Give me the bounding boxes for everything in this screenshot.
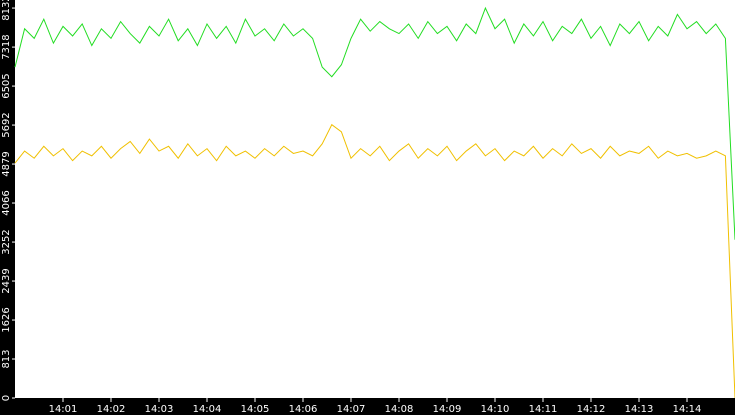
x-tick-label: 14:13: [625, 404, 654, 415]
x-tick-label: 14:12: [577, 404, 606, 415]
x-tick-label: 14:06: [289, 404, 318, 415]
y-tick-label: 6505: [1, 73, 12, 98]
x-tick-label: 14:04: [193, 404, 222, 415]
y-tick-label: 4066: [1, 190, 12, 215]
series-line: [14, 123, 735, 399]
x-tick-label: 14:10: [481, 404, 510, 415]
x-tick-label: 14:03: [145, 404, 174, 415]
x-tick-label: 14:08: [385, 404, 414, 415]
x-tick-label: 14:14: [673, 404, 702, 415]
x-tick-label: 14:02: [97, 404, 126, 415]
y-tick-label: 813: [1, 349, 12, 368]
x-tick-label: 14:11: [529, 404, 558, 415]
plot-area: [15, 0, 735, 398]
y-tick-label: 7318: [1, 34, 12, 59]
y-tick-label: 1626: [1, 307, 12, 332]
x-tick-label: 14:09: [433, 404, 462, 415]
y-tick-label: 4879: [1, 151, 12, 176]
y-tick-label: 5692: [1, 112, 12, 137]
y-tick-label: 8132: [1, 0, 12, 21]
y-tick-label: 2439: [1, 268, 12, 293]
x-tick-label: 14:07: [337, 404, 366, 415]
y-tick-label: 0: [1, 395, 12, 401]
series-line: [14, 6, 735, 240]
x-tick-label: 14:01: [49, 404, 78, 415]
y-tick-label: 3252: [1, 229, 12, 254]
x-tick-label: 14:05: [241, 404, 270, 415]
